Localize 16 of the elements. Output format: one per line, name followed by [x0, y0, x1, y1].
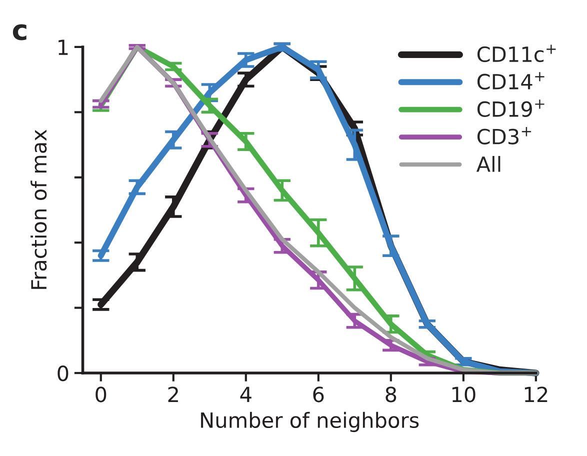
x-tick-label: 4: [240, 386, 252, 402]
x-tick-label: 8: [386, 386, 396, 402]
legend-label: CD19$^{+}$: [477, 100, 544, 118]
y-axis-title: Fraction of max: [30, 130, 47, 289]
legend-label: CD11c$^{+}$: [477, 44, 556, 62]
x-tick-label: 0: [96, 386, 106, 402]
legend-label: CD3$^{+}$: [477, 127, 532, 144]
x-tick-label: 6: [313, 386, 324, 402]
x-tick-label: 12: [524, 386, 548, 402]
y-tick-label: 1: [58, 40, 68, 55]
x-tick-label: 2: [168, 386, 178, 402]
x-axis-title: Number of neighbors: [201, 412, 419, 432]
text: c: [12, 24, 26, 40]
legend-label: All: [476, 156, 500, 172]
x-tick-label: 10: [452, 386, 476, 402]
legend-label: CD14$^{+}$: [477, 72, 544, 90]
